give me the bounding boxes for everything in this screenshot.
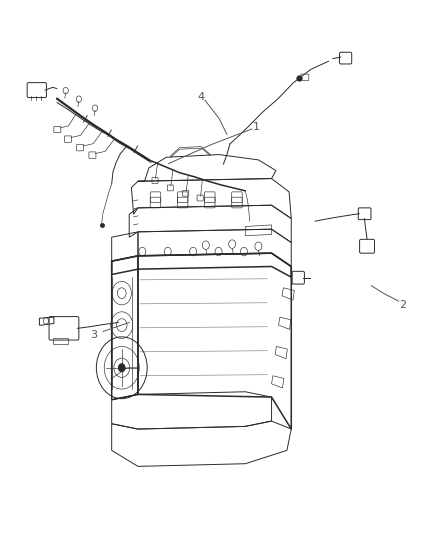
Circle shape (118, 364, 125, 372)
Text: 3: 3 (91, 330, 98, 340)
Text: 1: 1 (253, 122, 260, 132)
Text: 4: 4 (197, 92, 204, 102)
Text: 2: 2 (399, 300, 406, 310)
